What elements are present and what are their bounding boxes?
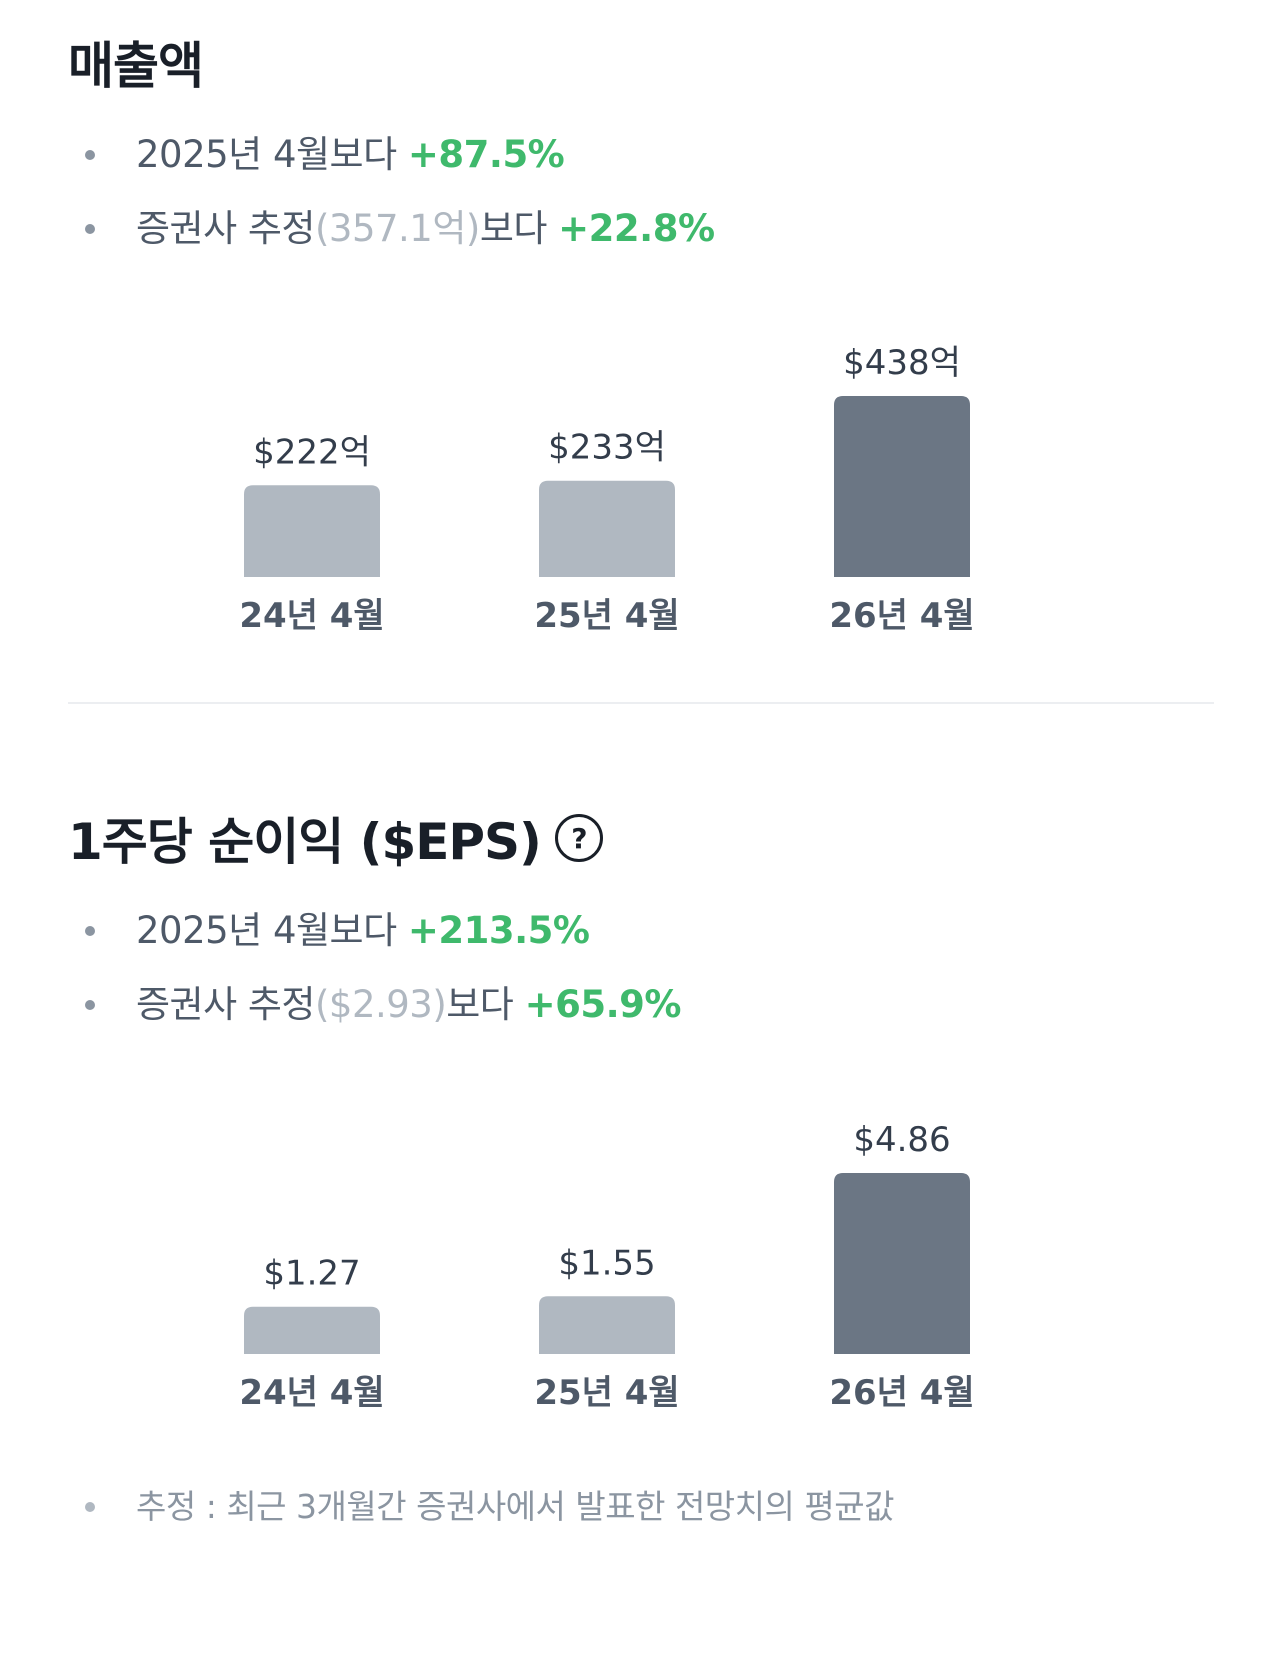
revenue-estimate-label: 증권사 추정: [136, 207, 315, 250]
revenue-category-label: 24년 4월: [239, 596, 384, 636]
footnote-item: 추정 : 최근 3개월간 증권사에서 발표한 전망치의 평균값: [68, 1470, 894, 1544]
bullet-dot: [85, 1502, 95, 1512]
eps-category-label: 26년 4월: [829, 1373, 974, 1413]
footnote-text: 추정 : 최근 3개월간 증권사에서 발표한 전망치의 평균값: [136, 1487, 894, 1526]
eps-bar-value-label: $1.55: [558, 1243, 655, 1283]
eps-title-text: 1주당 순이익 ($EPS): [68, 813, 542, 871]
revenue-category-label: 26년 4월: [829, 596, 974, 636]
bullet-dot: [85, 224, 95, 234]
bullet-dot: [85, 150, 95, 160]
bullet-dot: [85, 1000, 95, 1010]
eps-bar-2: [834, 1173, 970, 1354]
help-icon[interactable]: ?: [554, 814, 603, 862]
eps-estimate-item: 증권사 추정($2.93)보다 +65.9%: [68, 968, 681, 1042]
revenue-comparison-list: 2025년 4월보다 +87.5% 증권사 추정(357.1억)보다 +22.8…: [68, 118, 715, 266]
eps-bar-value-label: $4.86: [853, 1120, 950, 1160]
eps-estimate-value: ($2.93): [314, 983, 447, 1026]
revenue-bar-1: [539, 480, 675, 577]
revenue-title: 매출액: [68, 26, 204, 98]
bullet-dot: [85, 926, 95, 936]
revenue-estimate-suffix: 보다: [479, 207, 559, 250]
revenue-yoy-change: +87.5%: [407, 133, 565, 176]
revenue-bar-chart: $222억 24년 4월 $233억 25년 4월 $438억 26년 4월: [239, 343, 974, 636]
revenue-category-label: 25년 4월: [534, 596, 679, 636]
section-divider: [68, 702, 1214, 704]
eps-estimate-label: 증권사 추정: [136, 983, 315, 1026]
eps-bar-0: [244, 1306, 380, 1354]
eps-category-label: 24년 4월: [239, 1373, 384, 1413]
eps-comparison-list: 2025년 4월보다 +213.5% 증권사 추정($2.93)보다 +65.9…: [68, 894, 681, 1042]
revenue-estimate-value: (357.1억): [314, 207, 480, 250]
eps-title: 1주당 순이익 ($EPS) ?: [68, 802, 603, 874]
revenue-estimate-item: 증권사 추정(357.1억)보다 +22.8%: [68, 192, 715, 266]
eps-estimate-suffix: 보다: [446, 983, 525, 1026]
revenue-bar-2: [834, 396, 970, 577]
eps-estimate-change: +65.9%: [524, 983, 682, 1026]
footnote-list: 추정 : 최근 3개월간 증권사에서 발표한 전망치의 평균값: [68, 1470, 894, 1544]
eps-yoy-change: +213.5%: [407, 909, 590, 952]
eps-bar-chart: $1.27 24년 4월 $1.55 25년 4월 $4.86 26년 4월: [239, 1120, 974, 1413]
eps-yoy-text: 2025년 4월보다: [136, 909, 408, 952]
revenue-bar-0: [244, 485, 380, 577]
revenue-yoy-item: 2025년 4월보다 +87.5%: [68, 118, 715, 192]
eps-yoy-item: 2025년 4월보다 +213.5%: [68, 894, 681, 968]
revenue-title-text: 매출액: [68, 37, 204, 95]
revenue-bar-value-label: $438억: [843, 343, 961, 383]
revenue-bar-value-label: $222억: [253, 432, 371, 472]
revenue-yoy-text: 2025년 4월보다: [136, 133, 408, 176]
revenue-bar-value-label: $233억: [548, 428, 666, 468]
eps-category-label: 25년 4월: [534, 1373, 679, 1413]
revenue-estimate-change: +22.8%: [558, 207, 715, 250]
eps-bar-1: [539, 1296, 675, 1354]
eps-bar-value-label: $1.27: [263, 1254, 360, 1294]
